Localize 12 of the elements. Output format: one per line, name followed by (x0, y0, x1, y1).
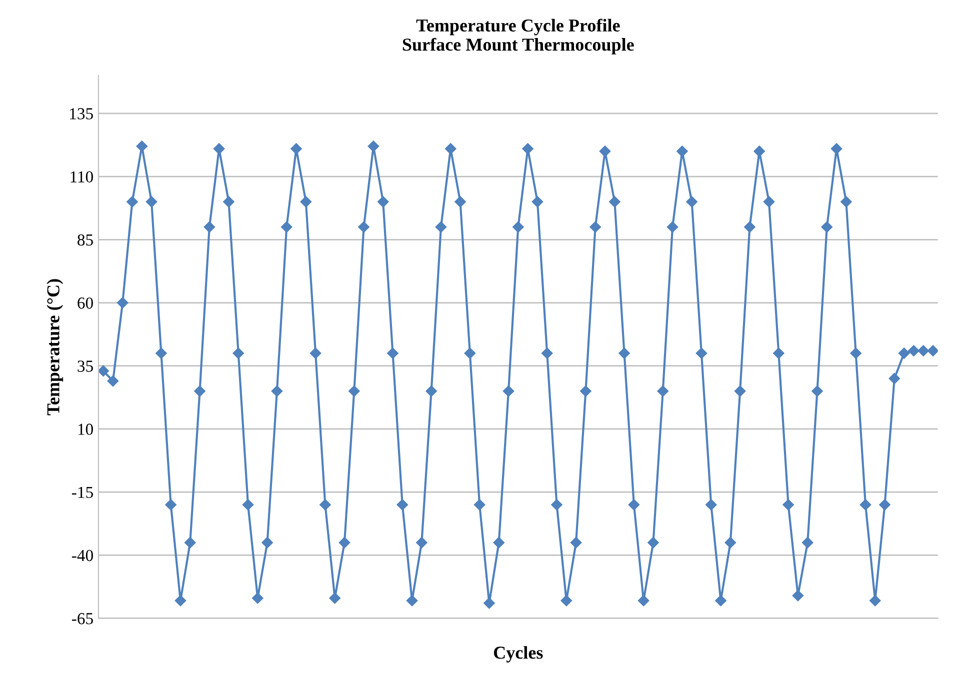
y-tick-label: -40 (72, 550, 93, 562)
y-axis-title: Temperature (°C) (46, 279, 64, 416)
y-tick-label: 10 (78, 424, 93, 435)
x-axis-title: Cycles (494, 646, 543, 663)
y-tick-label: 85 (78, 234, 93, 246)
y-tick-label: 135 (70, 108, 93, 120)
y-tick-label: -15 (72, 486, 93, 498)
y-tick-label: -65 (72, 613, 93, 624)
y-tick-label: 110 (70, 171, 93, 182)
y-tick-label: 60 (78, 297, 93, 309)
chart-title: Temperature Cycle Profile Surface Mount Thermocouple (402, 18, 634, 54)
y-tick-label: 35 (78, 360, 93, 372)
